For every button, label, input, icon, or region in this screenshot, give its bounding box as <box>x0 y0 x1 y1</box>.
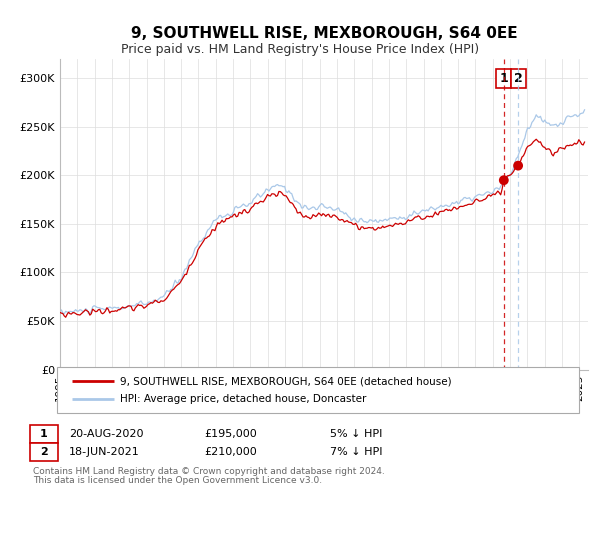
Text: 2: 2 <box>514 72 523 85</box>
Text: 9, SOUTHWELL RISE, MEXBOROUGH, S64 0EE (detached house): 9, SOUTHWELL RISE, MEXBOROUGH, S64 0EE (… <box>120 376 452 386</box>
Text: 1: 1 <box>499 72 508 85</box>
Text: Price paid vs. HM Land Registry's House Price Index (HPI): Price paid vs. HM Land Registry's House … <box>121 43 479 55</box>
Text: 18-JUN-2021: 18-JUN-2021 <box>69 447 140 457</box>
Text: 7% ↓ HPI: 7% ↓ HPI <box>330 447 383 457</box>
Title: 9, SOUTHWELL RISE, MEXBOROUGH, S64 0EE: 9, SOUTHWELL RISE, MEXBOROUGH, S64 0EE <box>131 26 517 41</box>
Text: This data is licensed under the Open Government Licence v3.0.: This data is licensed under the Open Gov… <box>33 476 322 485</box>
Point <box>499 176 509 185</box>
Text: 2: 2 <box>40 447 47 457</box>
Point <box>514 161 523 170</box>
Text: 20-AUG-2020: 20-AUG-2020 <box>69 429 143 439</box>
Text: £195,000: £195,000 <box>204 429 257 439</box>
Text: £210,000: £210,000 <box>204 447 257 457</box>
Text: 1: 1 <box>40 429 47 439</box>
Text: HPI: Average price, detached house, Doncaster: HPI: Average price, detached house, Donc… <box>120 394 367 404</box>
Text: Contains HM Land Registry data © Crown copyright and database right 2024.: Contains HM Land Registry data © Crown c… <box>33 467 385 476</box>
Text: 5% ↓ HPI: 5% ↓ HPI <box>330 429 382 439</box>
